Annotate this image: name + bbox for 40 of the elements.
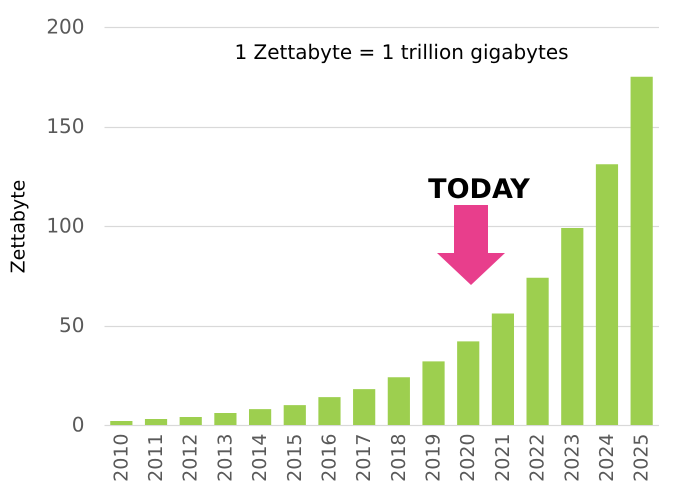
bar	[318, 397, 341, 425]
x-tick-label: 2019	[422, 434, 445, 482]
y-tick-label: 100	[46, 214, 84, 238]
x-tick-label: 2017	[353, 434, 376, 482]
bar	[457, 341, 480, 425]
x-tick-label: 2018	[388, 434, 410, 482]
bar	[596, 164, 618, 425]
x-tick-label: 2010	[110, 434, 132, 482]
y-axis-title: Zettabyte	[7, 180, 30, 274]
bar	[422, 361, 445, 425]
x-tick-label: 2014	[249, 434, 272, 482]
x-tick-label: 2020	[457, 434, 480, 482]
bar	[561, 228, 584, 425]
bar	[353, 389, 376, 425]
x-tick-label: 2016	[318, 434, 340, 482]
bar	[388, 377, 410, 425]
bar	[284, 405, 306, 425]
x-tick-label: 2013	[214, 434, 236, 482]
bar	[630, 76, 653, 425]
x-tick-label: 2012	[180, 434, 202, 482]
x-tick-label: 2023	[561, 434, 584, 482]
x-tick-label: 2015	[284, 434, 306, 482]
bar	[492, 314, 514, 425]
x-tick-label: 2024	[596, 434, 618, 482]
annotation: TODAY	[428, 174, 530, 205]
y-tick-label: 150	[46, 114, 84, 138]
y-tick-label: 200	[46, 14, 84, 38]
x-tick-label: 2025	[630, 434, 653, 482]
bar	[144, 419, 168, 425]
x-tick-label: 2022	[526, 434, 549, 482]
annotation: 1 Zettabyte = 1 trillion gigabytes	[234, 40, 569, 64]
y-tick-label: 0	[72, 412, 84, 436]
bar	[110, 421, 132, 425]
y-tick-label: 50	[59, 313, 84, 337]
bar	[526, 278, 549, 425]
x-tick-label: 2011	[145, 434, 168, 482]
bar	[248, 409, 272, 425]
bar	[180, 417, 202, 425]
x-tick-label: 2021	[492, 434, 514, 482]
bar	[214, 413, 237, 425]
